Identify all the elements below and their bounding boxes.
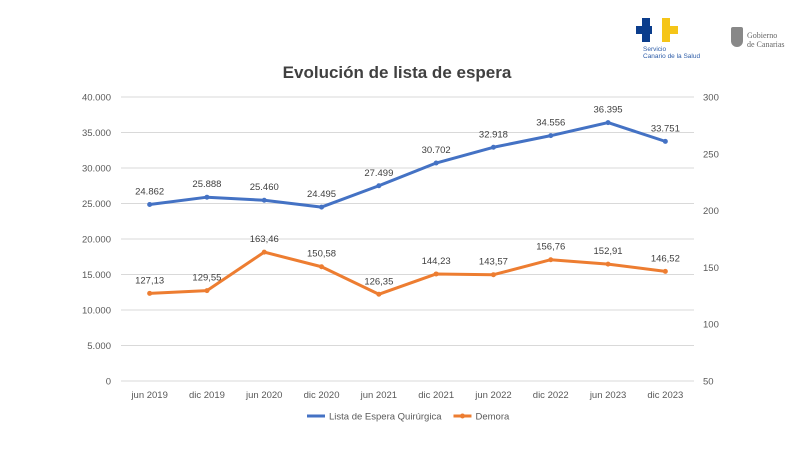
data-point <box>548 257 554 263</box>
data-point <box>662 268 668 274</box>
y-right-tick-label: 150 <box>703 263 719 274</box>
data-label: 32.918 <box>479 129 508 140</box>
data-label: 146,52 <box>651 253 680 264</box>
y-left-tick-label: 40.000 <box>82 93 111 104</box>
data-point <box>204 194 210 200</box>
data-label: 126,35 <box>364 276 393 287</box>
y-right-tick-label: 300 <box>703 93 719 104</box>
data-label: 36.395 <box>594 105 623 116</box>
y-left-tick-label: 0 <box>106 377 111 388</box>
data-label: 34.556 <box>536 118 565 129</box>
data-label: 144,23 <box>422 256 451 267</box>
data-label: 150,58 <box>307 249 336 260</box>
data-point <box>147 201 153 207</box>
y-left-tick-label: 20.000 <box>82 235 111 246</box>
data-label: 24.862 <box>135 186 164 197</box>
data-point <box>605 120 611 126</box>
coat-of-arms-icon <box>731 27 743 47</box>
legend-label: Demora <box>475 412 510 423</box>
legend-label: Lista de Espera Quirúrgica <box>329 412 442 423</box>
data-point <box>319 264 325 270</box>
data-label: 127,13 <box>135 275 164 286</box>
data-point <box>319 204 325 210</box>
x-tick-label: jun 2020 <box>245 390 282 401</box>
scs-logo <box>636 18 696 48</box>
data-point <box>376 183 382 189</box>
x-tick-label: jun 2023 <box>589 390 626 401</box>
data-point <box>261 197 267 203</box>
data-label: 129,55 <box>192 273 221 284</box>
data-label: 152,91 <box>594 246 623 257</box>
scs-line1: Servicio <box>643 46 667 53</box>
data-label: 24.495 <box>307 189 336 200</box>
data-point <box>261 249 267 255</box>
y-right-tick-label: 100 <box>703 320 719 331</box>
y-left-tick-label: 30.000 <box>82 164 111 175</box>
data-label: 25.888 <box>192 179 221 190</box>
y-right-tick-label: 250 <box>703 149 719 160</box>
y-left-tick-label: 10.000 <box>82 306 111 317</box>
chart-title: Evolución de lista de espera <box>283 63 512 82</box>
x-tick-label: dic 2019 <box>189 390 225 401</box>
data-label: 25.460 <box>250 182 279 193</box>
data-point <box>433 271 439 277</box>
series-line-0 <box>149 121 666 209</box>
data-point <box>490 144 496 150</box>
data-label: 163,46 <box>250 234 279 245</box>
data-point <box>147 290 153 296</box>
data-label: 143,57 <box>479 257 508 268</box>
data-point <box>433 160 439 166</box>
data-label: 33.751 <box>651 123 680 134</box>
gobierno-line2: de Canarias <box>747 40 785 49</box>
x-tick-label: dic 2021 <box>418 390 454 401</box>
data-point <box>662 138 668 144</box>
y-right-tick-label: 50 <box>703 377 714 388</box>
y-left-tick-label: 15.000 <box>82 270 111 281</box>
gobierno-logo-text: Gobierno de Canarias <box>747 31 785 49</box>
x-tick-label: jun 2022 <box>474 390 511 401</box>
y-left-tick-label: 35.000 <box>82 128 111 139</box>
x-tick-label: dic 2023 <box>647 390 683 401</box>
x-tick-label: dic 2020 <box>304 390 340 401</box>
x-tick-label: jun 2019 <box>130 390 167 401</box>
series-line-1 <box>149 250 666 296</box>
legend-marker <box>459 413 465 419</box>
data-point <box>204 288 210 294</box>
y-right-tick-label: 200 <box>703 206 719 217</box>
data-label: 27.499 <box>364 168 393 179</box>
scs-logo-text: Servicio Canario de la Salud <box>643 46 700 60</box>
y-left-tick-label: 25.000 <box>82 199 111 210</box>
data-point <box>376 291 382 297</box>
y-left-tick-label: 5.000 <box>87 341 111 352</box>
x-tick-label: jun 2021 <box>360 390 397 401</box>
data-point <box>605 261 611 267</box>
gobierno-line1: Gobierno <box>747 31 778 40</box>
data-point <box>490 272 496 278</box>
x-tick-label: dic 2022 <box>533 390 569 401</box>
scs-line2: Canario de la Salud <box>643 53 701 60</box>
data-point <box>548 133 554 139</box>
data-label: 30.702 <box>422 145 451 156</box>
data-label: 156,76 <box>536 242 565 253</box>
